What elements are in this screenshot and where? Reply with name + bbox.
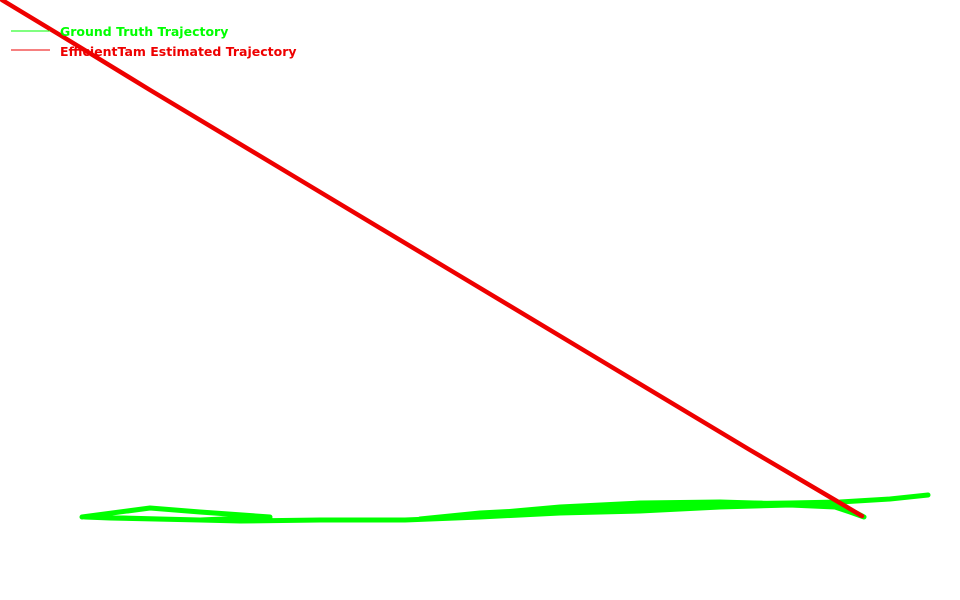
series-layer: [0, 0, 931, 524]
legend-label-estimated: EfficientTam Estimated Trajectory: [60, 44, 297, 59]
estimated-trajectory-line: [0, 0, 865, 519]
ground-truth-trajectory-line: [79, 492, 931, 524]
legend: Ground Truth Trajectory EfficientTam Est…: [11, 24, 297, 59]
legend-label-ground-truth: Ground Truth Trajectory: [60, 24, 228, 39]
